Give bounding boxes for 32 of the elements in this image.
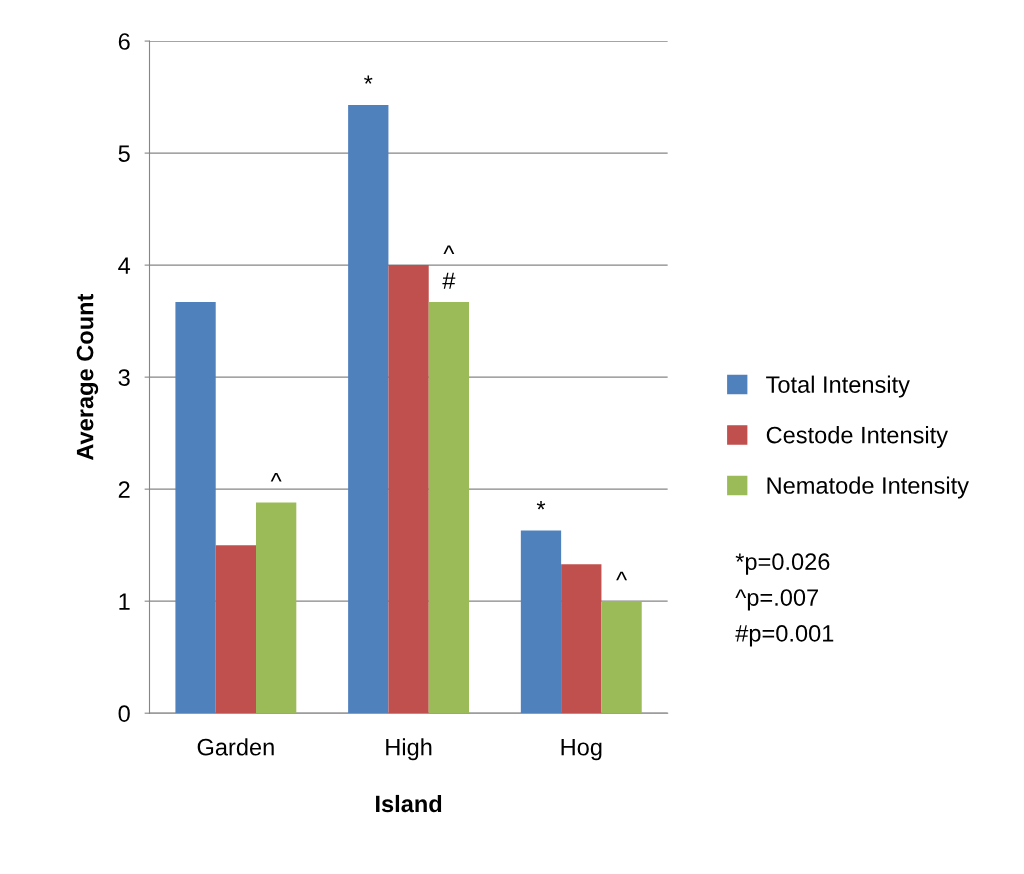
- text: ^p=.007: [735, 589, 818, 611]
- bar: [388, 265, 429, 714]
- bar: [256, 502, 297, 714]
- x-tick-label: High: [386, 738, 432, 761]
- y-tick-label: 6: [118, 33, 130, 50]
- x-tick-label: Hog: [561, 739, 602, 761]
- bar: [520, 530, 562, 714]
- data-label: ^ #: [442, 245, 456, 289]
- y-axis-title: Average Count: [76, 293, 99, 461]
- bar: [561, 564, 602, 714]
- data-label: *: [364, 75, 373, 84]
- bar: [175, 302, 216, 714]
- text: *p=0.026: [735, 553, 830, 575]
- y-tick-label: 2: [118, 481, 130, 498]
- x-tick-label: Garden: [197, 738, 274, 756]
- bar: [601, 601, 642, 714]
- legend-label: Cestode Intensity: [766, 426, 948, 449]
- data-label: ^: [616, 571, 628, 581]
- y-tick-label: 4: [118, 257, 131, 274]
- bar: [348, 104, 389, 714]
- legend-label: Total Intensity: [766, 375, 910, 398]
- x-axis-title: Island: [376, 794, 442, 813]
- text: #p=0.001: [735, 625, 834, 647]
- data-label: ^: [270, 473, 282, 482]
- data-label: *: [536, 501, 546, 510]
- y-tick-label: 3: [118, 369, 130, 386]
- bar: [428, 302, 470, 714]
- legend-label: Nematode Intensity: [767, 476, 969, 499]
- y-tick-label: 0: [118, 705, 130, 722]
- bar: [215, 545, 257, 714]
- y-tick-label: 5: [118, 145, 130, 162]
- y-tick-label: 1: [119, 593, 130, 610]
